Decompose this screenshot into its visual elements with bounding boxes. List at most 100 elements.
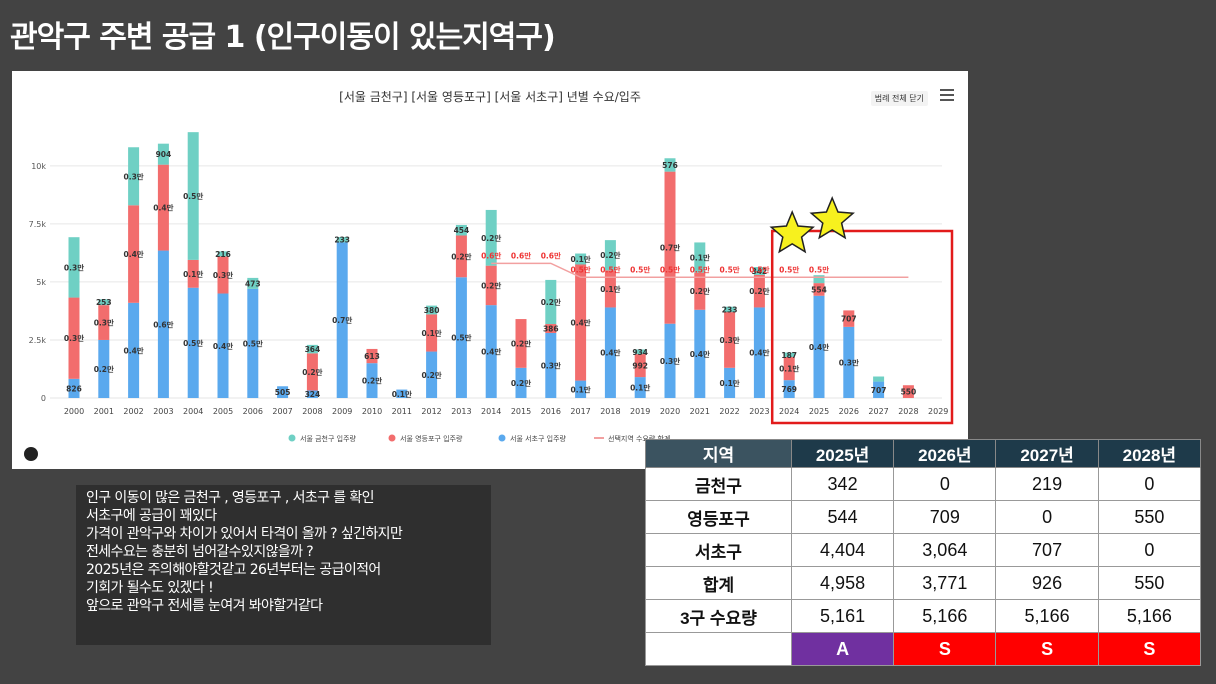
- x-tick-label: 2020: [660, 407, 680, 416]
- bar-segment: [98, 339, 110, 398]
- table-header-cell: 2026년: [893, 439, 997, 468]
- bar-segment: [753, 267, 765, 275]
- bar-segment: [157, 250, 169, 398]
- bar-label: 0.4만: [809, 342, 829, 352]
- bar-segment: [634, 349, 646, 355]
- x-tick-label: 2024: [779, 407, 799, 416]
- bar-label: 0.6만: [153, 319, 173, 329]
- supply-table: 지역 2025년 2026년 2027년 2028년 금천구 342 0 219…: [645, 439, 1202, 666]
- table-header-cell: 2027년: [995, 439, 1099, 468]
- bar-segment: [426, 305, 438, 315]
- table-cell-empty: [645, 632, 792, 666]
- bar-label: 0.4만: [124, 249, 144, 259]
- table-header-cell: 지역: [645, 439, 792, 468]
- table-cell: 4,958: [790, 566, 895, 600]
- x-tick-label: 2005: [213, 407, 233, 416]
- x-tick-label: 2002: [123, 407, 143, 416]
- table-header-cell: 2028년: [1097, 439, 1202, 468]
- note-line: 가격이 관악구와 차이가 있어서 타격이 올까 ? 싶긴하지만: [86, 526, 403, 542]
- bar-label: 0.4만: [124, 345, 144, 355]
- x-tick-label: 2022: [719, 407, 739, 416]
- bar-label: 0.2만: [749, 286, 769, 296]
- bar-label: 324: [305, 390, 321, 399]
- bar-segment: [455, 277, 467, 398]
- demand-label: 0.5만: [749, 264, 769, 274]
- bar-segment: [813, 283, 825, 296]
- bar-label: 613: [364, 352, 380, 361]
- table-cell: 0: [893, 467, 997, 501]
- bar-label: 0.2만: [481, 280, 501, 290]
- x-tick-label: 2006: [243, 407, 263, 416]
- bar-segment: [485, 265, 497, 306]
- bar-label: 0.3만: [660, 356, 680, 366]
- highlight-box: [770, 229, 954, 425]
- bar-label: 0.4만: [481, 347, 501, 357]
- note-line: 앞으로 관악구 전세를 눈여겨 봐야할거같다: [86, 598, 323, 614]
- table-row: 금천구 342 0 219 0: [645, 467, 1202, 501]
- bar-label: 380: [424, 306, 440, 315]
- bar-label: 233: [334, 236, 350, 245]
- table-cell: 3,064: [893, 533, 997, 567]
- bar-segment: [485, 209, 497, 266]
- demand-label: 0.5만: [660, 264, 680, 274]
- legend-toggle-button[interactable]: 범례 전체 닫기: [870, 91, 928, 106]
- bar-segment: [217, 293, 229, 398]
- bar-label: 0.1만: [571, 254, 591, 264]
- table-cell: 3,771: [893, 566, 997, 600]
- table-cell: 0: [1097, 467, 1202, 501]
- bar-label: 0.4만: [690, 349, 710, 359]
- bar-label: 0.2만: [481, 233, 501, 243]
- bar-label: 0.3만: [64, 333, 84, 343]
- demand-label: 0.5만: [720, 264, 740, 274]
- bar-label: 0.1만: [690, 253, 710, 263]
- table-cell: 707: [995, 533, 1099, 567]
- bar-segment: [694, 272, 706, 310]
- bar-label: 253: [96, 298, 112, 307]
- x-tick-label: 2009: [332, 407, 352, 416]
- y-tick-label: 7.5k: [29, 220, 47, 229]
- grade-cell: S: [893, 632, 997, 666]
- table-row: 영등포구 544 709 0 550: [645, 500, 1202, 534]
- bar-segment: [753, 274, 765, 308]
- bar-label: 0.2만: [422, 370, 442, 380]
- y-tick-label: 2.5k: [29, 336, 47, 345]
- table-row-grade: A S S S: [645, 632, 1202, 666]
- table-row: 서초구 4,404 3,064 707 0: [645, 533, 1202, 567]
- x-tick-label: 2027: [868, 407, 888, 416]
- bar-label: 0.2만: [94, 364, 114, 374]
- note-box: 인구 이동이 많은 금천구 , 영등포구 , 서초구 를 확인 서초구에 공급이…: [76, 485, 491, 645]
- bar-segment: [277, 386, 289, 398]
- bar-label: 0.1만: [779, 364, 799, 374]
- bar-label: 707: [871, 386, 887, 395]
- bar-segment: [604, 240, 616, 271]
- demand-label: 0.5만: [630, 264, 650, 274]
- bar-label: 0.2만: [451, 251, 471, 261]
- table-cell: 5,166: [1097, 599, 1202, 633]
- bar-segment: [157, 143, 169, 165]
- bar-label: 0.4만: [749, 348, 769, 358]
- bar-label: 0.1만: [183, 269, 203, 279]
- x-tick-label: 2026: [839, 407, 859, 416]
- bar-segment: [217, 256, 229, 294]
- bar-label: 0.3만: [64, 262, 84, 272]
- bar-segment: [783, 380, 795, 398]
- x-tick-label: 2023: [749, 407, 769, 416]
- x-tick-label: 2013: [451, 407, 471, 416]
- note-line: 2025년은 주의해야할것같고 26년부터는 공급이적어: [86, 562, 381, 578]
- x-tick-label: 2007: [272, 407, 292, 416]
- bar-label: 554: [811, 285, 827, 294]
- bar-segment: [485, 305, 497, 398]
- bar-label: 576: [662, 161, 678, 170]
- bar-label: 934: [632, 348, 648, 357]
- bar-label: 0.2만: [302, 367, 322, 377]
- hamburger-menu-icon[interactable]: [940, 89, 954, 101]
- bar-label: 386: [543, 325, 559, 334]
- legend-label: 서울 영등포구 입주량: [400, 434, 463, 443]
- bar-label: 0.5만: [183, 191, 203, 201]
- demand-label: 0.5만: [690, 264, 710, 274]
- bar-segment: [98, 299, 110, 306]
- x-tick-label: 2017: [570, 407, 590, 416]
- chart-title: [서울 금천구] [서울 영등포구] [서울 서초구] 년별 수요/입주: [339, 89, 641, 104]
- grade-cell: S: [995, 632, 1099, 666]
- bar-segment: [634, 354, 646, 378]
